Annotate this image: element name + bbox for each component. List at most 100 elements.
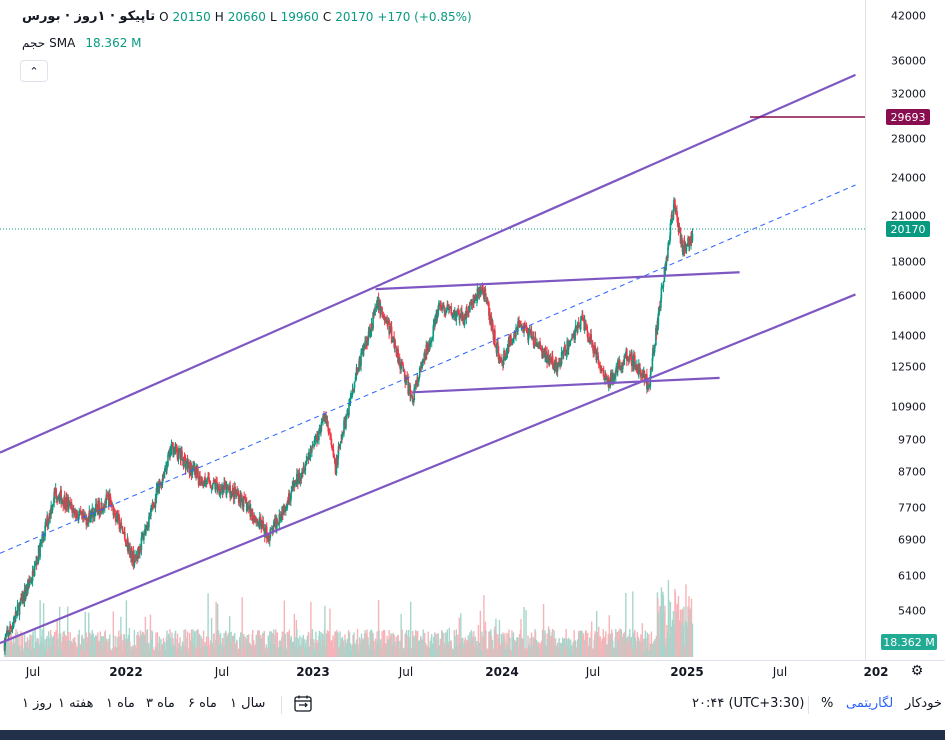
volume-bar: [222, 646, 224, 657]
volume-bar: [223, 633, 225, 657]
period-1m-button[interactable]: ۱ ماه: [106, 696, 135, 711]
volume-bar: [606, 644, 608, 657]
candle: [172, 441, 174, 458]
volume-bar: [136, 634, 138, 657]
candle: [420, 361, 423, 373]
volume-bar: [268, 647, 270, 657]
date-range-icon[interactable]: [293, 694, 313, 718]
candle: [303, 462, 305, 474]
volume-bar: [187, 650, 189, 657]
candle: [131, 546, 133, 566]
candle: [480, 290, 482, 297]
candle: [401, 359, 403, 366]
volume-bar: [282, 631, 284, 657]
volume-bar: [199, 647, 201, 657]
volume-bar: [459, 643, 461, 657]
volume-bar: [229, 641, 231, 657]
candle: [226, 484, 229, 490]
candle: [111, 502, 114, 508]
volume-bar: [71, 644, 73, 657]
volume-bar: [541, 629, 544, 657]
volume-bar: [20, 631, 22, 657]
candle: [152, 501, 154, 511]
candle: [675, 207, 677, 213]
volume-bar: [408, 645, 410, 657]
candle: [390, 321, 393, 344]
candle: [524, 320, 526, 332]
price-axis[interactable]: 42000 36000 32000 28000 24000 21000 1800…: [865, 0, 945, 660]
volume-bar: [223, 646, 226, 657]
volume-bar: [553, 645, 556, 657]
candle: [673, 196, 675, 215]
timezone-label[interactable]: ۲۰:۴۴ (UTC+3:30): [692, 696, 805, 711]
candle: [192, 461, 194, 471]
candle: [208, 472, 210, 484]
candle: [289, 495, 291, 506]
candle: [622, 362, 624, 373]
volume-bar: [76, 646, 78, 657]
candle: [150, 504, 152, 520]
candle: [597, 359, 600, 369]
period-3m-button[interactable]: ۳ ماه: [146, 696, 175, 711]
price-chart[interactable]: [0, 0, 865, 660]
log-scale-toggle[interactable]: لگاریتمی: [846, 696, 894, 711]
gear-icon[interactable]: ⚙: [910, 663, 924, 679]
time-axis[interactable]: Jul 2022 Jul 2023 Jul 2024 Jul 2025 Jul …: [0, 660, 945, 683]
auto-scale-toggle[interactable]: خودکار: [905, 696, 942, 711]
candle: [443, 305, 446, 317]
candle: [666, 254, 668, 263]
candle: [195, 464, 198, 479]
volume-bar: [185, 646, 187, 657]
candle: [78, 507, 81, 520]
volume-bar: [311, 629, 314, 657]
volume-bar: [586, 632, 589, 657]
volume-bar: [129, 641, 131, 657]
volume-bar: [585, 630, 587, 657]
volume-bar: [167, 633, 170, 657]
volume-bar: [219, 633, 222, 657]
candle: [650, 366, 653, 371]
volume-bar: [215, 601, 217, 657]
volume-bar: [89, 632, 91, 657]
volume-bar: [392, 632, 394, 657]
volume-bars: [3, 580, 694, 657]
period-1y-button[interactable]: ۱ سال: [230, 696, 266, 711]
volume-bar: [371, 633, 373, 657]
candle: [283, 504, 286, 516]
volume-bar: [427, 631, 429, 657]
volume-bar: [525, 610, 527, 657]
candles: [3, 196, 694, 655]
volume-bar: [390, 634, 393, 657]
candle: [414, 386, 416, 392]
candle: [173, 446, 175, 457]
candle: [354, 372, 357, 382]
candle: [104, 498, 107, 509]
candle: [418, 365, 421, 378]
candle: [683, 235, 686, 257]
candle: [106, 490, 109, 501]
candle: [602, 365, 605, 381]
volume-bar: [310, 601, 312, 657]
candle: [492, 330, 495, 345]
volume-bar: [180, 646, 182, 657]
candle: [592, 343, 595, 358]
volume-bar: [381, 643, 384, 657]
volume-bar: [574, 640, 577, 657]
candle: [539, 343, 542, 351]
volume-bar: [596, 610, 598, 657]
percent-toggle[interactable]: %: [821, 696, 834, 711]
candle: [12, 616, 15, 630]
candle: [239, 490, 242, 509]
period-6m-button[interactable]: ۶ ماه: [188, 696, 217, 711]
collapse-legend-button[interactable]: ⌃: [20, 60, 48, 82]
period-1w-button[interactable]: ۱ هفته: [58, 696, 94, 711]
volume-bar: [429, 640, 431, 657]
period-1d-button[interactable]: ۱ روز: [22, 696, 52, 711]
candle: [53, 487, 56, 497]
candle: [267, 533, 270, 545]
volume-bar: [460, 613, 462, 657]
trend-lines[interactable]: [0, 73, 856, 645]
volume-bar: [483, 595, 485, 657]
volume-bar: [605, 631, 607, 657]
volume-bar: [591, 621, 593, 657]
